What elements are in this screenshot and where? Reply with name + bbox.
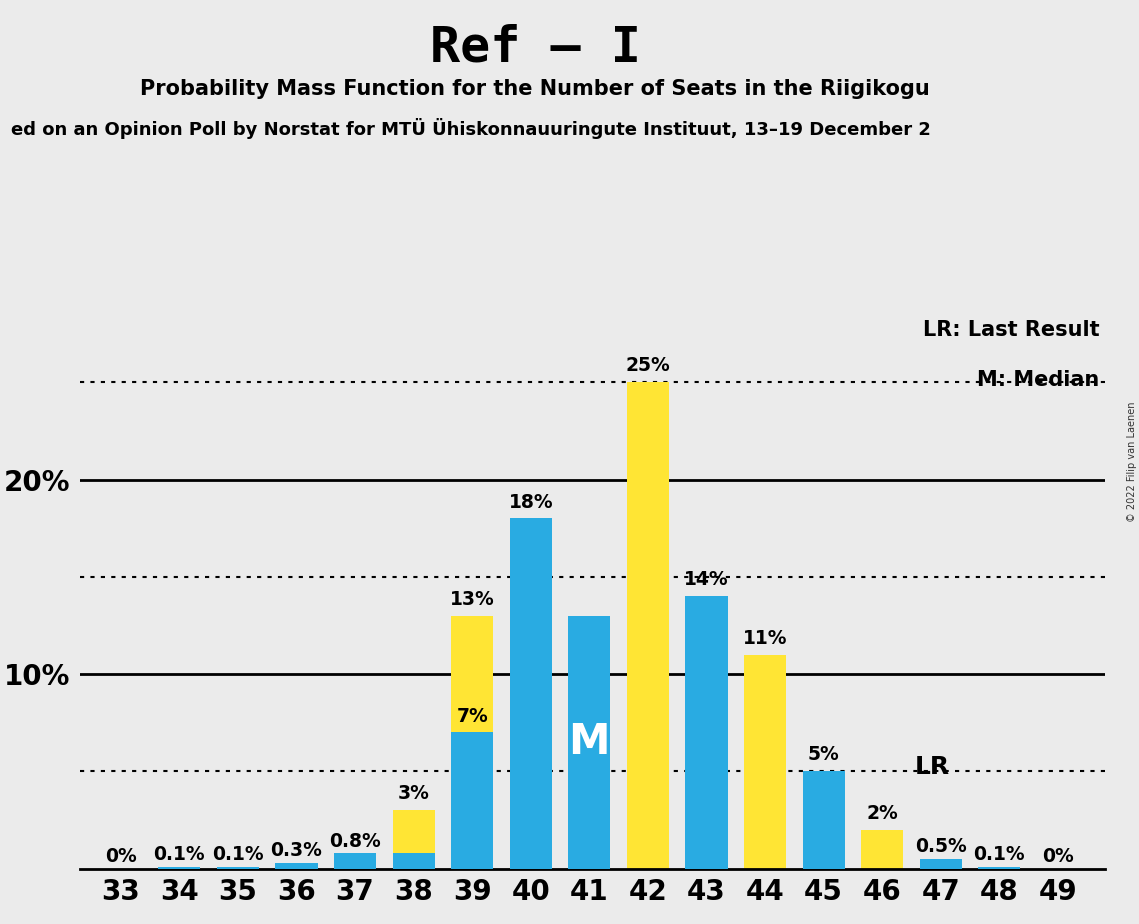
Bar xyxy=(568,615,611,869)
Text: 13%: 13% xyxy=(450,590,494,609)
Text: 3%: 3% xyxy=(398,784,429,803)
Text: 0.1%: 0.1% xyxy=(154,845,205,864)
Text: 5%: 5% xyxy=(808,746,839,764)
Bar xyxy=(803,772,845,869)
Text: 7%: 7% xyxy=(457,707,489,725)
Bar xyxy=(509,518,552,869)
Bar xyxy=(978,867,1021,869)
Text: 0%: 0% xyxy=(105,847,137,866)
Bar xyxy=(744,654,786,869)
Bar xyxy=(393,853,435,869)
Text: 11%: 11% xyxy=(743,628,787,648)
Text: 25%: 25% xyxy=(625,357,671,375)
Text: 2%: 2% xyxy=(867,804,899,823)
Bar xyxy=(276,863,318,869)
Bar xyxy=(393,810,435,869)
Text: 0.3%: 0.3% xyxy=(271,842,322,860)
Text: M: Median: M: Median xyxy=(977,370,1099,390)
Bar xyxy=(861,830,903,869)
Bar xyxy=(919,858,962,869)
Text: 0.8%: 0.8% xyxy=(329,832,380,851)
Text: LR: LR xyxy=(915,756,950,780)
Bar xyxy=(334,853,376,869)
Text: Probability Mass Function for the Number of Seats in the Riigikogu: Probability Mass Function for the Number… xyxy=(140,79,931,99)
Text: 14%: 14% xyxy=(685,570,729,590)
Text: Ref – I: Ref – I xyxy=(429,23,641,71)
Bar xyxy=(451,615,493,869)
Bar xyxy=(158,867,200,869)
Text: M: M xyxy=(568,721,611,763)
Text: © 2022 Filip van Laenen: © 2022 Filip van Laenen xyxy=(1126,402,1137,522)
Text: ed on an Opinion Poll by Norstat for MTÜ Ühiskonnauuringute Instituut, 13–19 Dec: ed on an Opinion Poll by Norstat for MTÜ… xyxy=(11,118,932,140)
Text: 18%: 18% xyxy=(508,492,554,512)
Bar xyxy=(686,596,728,869)
Bar xyxy=(626,383,669,869)
Text: 0%: 0% xyxy=(1042,847,1074,866)
Text: 0.5%: 0.5% xyxy=(915,837,967,857)
Text: LR: Last Result: LR: Last Result xyxy=(923,320,1099,340)
Bar xyxy=(451,733,493,869)
Text: 0.1%: 0.1% xyxy=(974,845,1025,864)
Bar xyxy=(216,867,259,869)
Text: 0.1%: 0.1% xyxy=(212,845,264,864)
